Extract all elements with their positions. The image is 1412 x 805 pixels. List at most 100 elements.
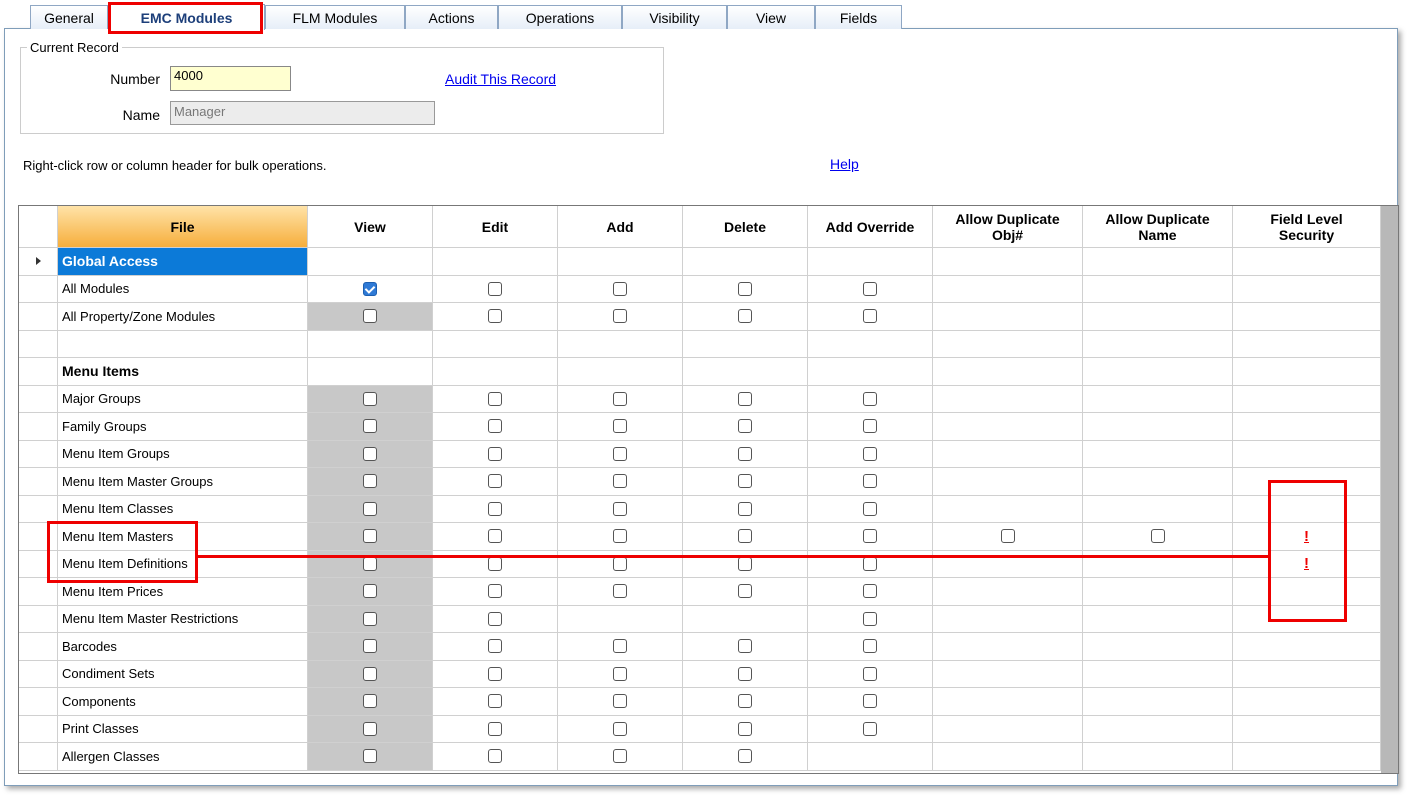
checkbox[interactable] [363,391,377,406]
checkbox[interactable] [738,556,752,571]
checkbox[interactable] [363,419,377,434]
checkbox[interactable] [488,556,502,571]
row-header[interactable] [19,275,58,303]
row-label[interactable]: Menu Item Groups [58,440,308,468]
checkbox[interactable] [613,474,627,489]
column-header[interactable]: Allow Duplicate Name [1083,206,1233,248]
checkbox[interactable] [738,749,752,764]
checkbox[interactable] [738,446,752,461]
checkbox[interactable] [613,501,627,516]
row-header[interactable] [19,523,58,551]
row-label[interactable]: Menu Item Prices [58,578,308,606]
column-header[interactable]: Delete [683,206,808,248]
checkbox[interactable] [863,501,877,516]
checkbox[interactable] [738,694,752,709]
checkbox[interactable] [863,446,877,461]
checkbox[interactable] [613,446,627,461]
checkbox[interactable] [738,391,752,406]
checkbox[interactable] [863,391,877,406]
checkbox[interactable] [863,584,877,599]
row-label[interactable] [58,330,308,358]
row-header[interactable] [19,248,58,276]
checkbox[interactable] [863,309,877,324]
checkbox[interactable] [613,666,627,681]
checkbox[interactable] [363,666,377,681]
row-label[interactable]: Menu Item Master Restrictions [58,605,308,633]
checkbox[interactable] [738,474,752,489]
row-header[interactable] [19,303,58,331]
checkbox[interactable] [738,529,752,544]
row-label[interactable]: All Modules [58,275,308,303]
tab[interactable]: Actions [405,5,498,29]
tab[interactable]: FLM Modules [265,5,405,29]
row-label[interactable]: Menu Item Definitions [58,550,308,578]
row-header[interactable] [19,385,58,413]
checkbox[interactable] [738,281,752,296]
row-header[interactable] [19,633,58,661]
checkbox[interactable] [363,721,377,736]
number-input[interactable]: 4000 [170,66,291,91]
column-header[interactable]: Add [558,206,683,248]
checkbox[interactable] [363,556,377,571]
audit-link[interactable]: Audit This Record [445,71,557,87]
tab[interactable]: View [727,5,815,29]
row-label[interactable]: Menu Item Master Groups [58,468,308,496]
checkbox[interactable] [363,611,377,626]
help-link[interactable]: Help [830,156,859,172]
row-header[interactable] [19,660,58,688]
checkbox[interactable] [613,639,627,654]
tab[interactable]: Visibility [622,5,727,29]
checkbox[interactable] [738,666,752,681]
checkbox[interactable] [863,419,877,434]
checkbox[interactable] [863,666,877,681]
checkbox[interactable] [738,419,752,434]
column-header[interactable]: Field Level Security [1233,206,1381,248]
checkbox[interactable] [488,281,502,296]
checkbox[interactable] [488,666,502,681]
row-header[interactable] [19,330,58,358]
checkbox[interactable] [613,749,627,764]
row-header[interactable] [19,495,58,523]
checkbox[interactable] [488,529,502,544]
checkbox[interactable] [863,474,877,489]
checkbox[interactable] [363,749,377,764]
row-header[interactable] [19,468,58,496]
checkbox[interactable] [363,309,377,324]
checkbox[interactable] [863,281,877,296]
checkbox[interactable] [738,721,752,736]
row-label[interactable]: Condiment Sets [58,660,308,688]
checkbox[interactable] [738,501,752,516]
row-label[interactable]: Allergen Classes [58,743,308,771]
row-header[interactable] [19,550,58,578]
checkbox[interactable] [488,721,502,736]
row-label[interactable]: Components [58,688,308,716]
column-header[interactable]: Add Override [808,206,933,248]
checkbox[interactable] [738,584,752,599]
checkbox[interactable] [863,529,877,544]
checkbox[interactable] [613,584,627,599]
checkbox[interactable] [488,309,502,324]
row-label[interactable]: Family Groups [58,413,308,441]
column-header[interactable]: View [308,206,433,248]
checkbox[interactable] [863,611,877,626]
checkbox[interactable] [488,446,502,461]
checkbox[interactable] [363,474,377,489]
checkbox[interactable] [488,501,502,516]
checkbox[interactable] [363,446,377,461]
checkbox[interactable] [613,529,627,544]
checkbox[interactable] [1000,529,1015,544]
row-label[interactable]: All Property/Zone Modules [58,303,308,331]
row-label[interactable]: Menu Item Classes [58,495,308,523]
checkbox[interactable] [613,556,627,571]
checkbox[interactable] [613,419,627,434]
checkbox[interactable] [363,529,377,544]
tab[interactable]: Fields [815,5,902,29]
checkbox[interactable] [363,584,377,599]
checkbox[interactable] [738,639,752,654]
checkbox[interactable] [363,281,377,296]
row-header[interactable] [19,715,58,743]
row-label[interactable]: Menu Item Masters [58,523,308,551]
checkbox[interactable] [363,694,377,709]
row-label[interactable]: Print Classes [58,715,308,743]
checkbox[interactable] [488,611,502,626]
